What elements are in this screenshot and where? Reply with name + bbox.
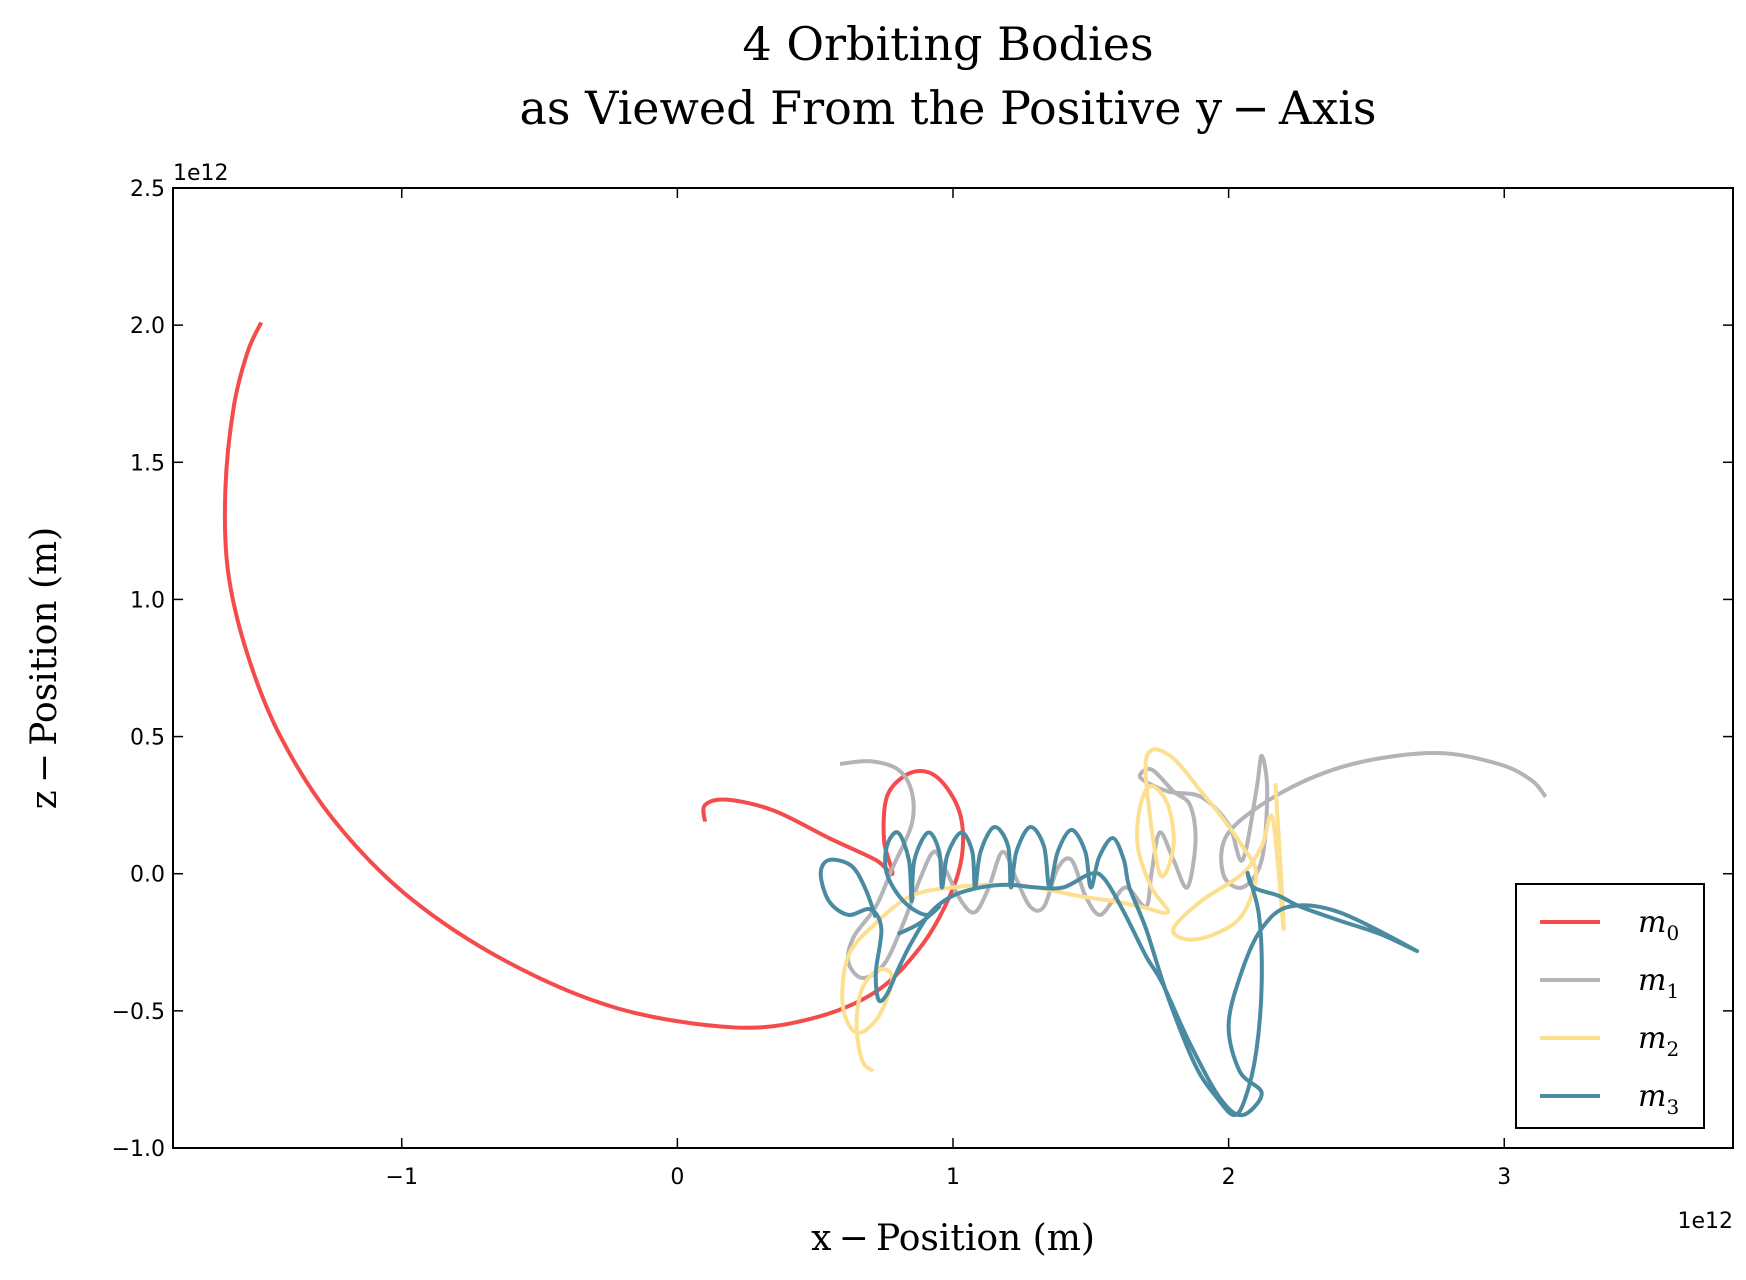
x-axis-label: x − Position (m) [811,1218,1095,1259]
x-tick-label: 0 [670,1165,684,1190]
x-multiplier-label: 1e12 [1677,1209,1733,1234]
plot-area: −1 0 1 2 3 −1.0 −0.5 0.0 0.5 1.0 1.5 2.0 2.5 [112,177,1734,1190]
y-tick-label: 2.5 [130,177,165,202]
x-tick-label: −1 [386,1165,418,1190]
x-tick-label: 3 [1497,1165,1511,1190]
y-tick-label: 1.0 [130,588,165,613]
chart-title: 4 Orbiting Bodies [742,17,1153,71]
legend-frame [1515,883,1705,1129]
y-tick-label: 2.0 [130,314,165,339]
plot-frame [172,187,1734,1149]
y-tick-label: −1.0 [112,1137,165,1162]
y-tick-label: 1.5 [130,451,165,476]
y-tick-label: 0.5 [130,726,165,751]
chart-subtitle: as Viewed From the Positive y − Axis [520,81,1377,135]
series-line-m2 [840,747,1286,1073]
series-line-m0 [222,321,965,1030]
ticks-layer: −1 0 1 2 3 −1.0 −0.5 0.0 0.5 1.0 1.5 2.0 2.5 [112,177,1733,1190]
series-line-m3 [818,825,1420,1118]
y-tick-label: −0.5 [112,1000,165,1025]
y-multiplier-label: 1e12 [173,161,229,186]
y-tick-label: 0.0 [130,863,165,888]
series-layer [222,321,1548,1118]
y-axis-label: z − Position (m) [24,527,65,809]
x-tick-label: 2 [1222,1165,1236,1190]
x-tick-label: 1 [946,1165,960,1190]
